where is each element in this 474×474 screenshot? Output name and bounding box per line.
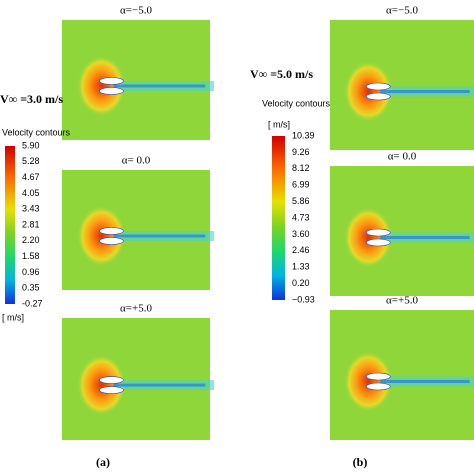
colorbar-tick-label: 3.60 [292, 229, 310, 239]
blade [366, 82, 391, 91]
stagnation-zone [77, 56, 126, 116]
colorbar-tick-label: 8.12 [292, 163, 310, 173]
plot-title: α= 0.0 [122, 155, 151, 167]
stagnation-zone [344, 351, 393, 412]
panel-label: (a) [96, 455, 110, 469]
colorbar-tick-label: 5.86 [292, 196, 310, 206]
plot-title: α=−5.0 [386, 5, 418, 17]
colorbar-title: Velocity contours [262, 98, 331, 108]
wake-core [113, 383, 206, 387]
stagnation-zone [344, 61, 393, 122]
blade [99, 227, 124, 235]
wake-core [380, 236, 470, 239]
blade [366, 92, 391, 101]
colorbar-tick-label: -0.27 [22, 298, 43, 308]
colorbar-tick-label: 9.26 [292, 147, 310, 157]
colorbar-tick-label: 1.58 [22, 251, 40, 261]
colorbar-tick-label: 6.99 [292, 180, 310, 190]
colorbar-tick-label: 1.33 [292, 262, 310, 272]
freestream-velocity: V∞ =5.0 m/s [250, 67, 313, 81]
colorbar-tick-label: 4.73 [292, 212, 310, 222]
stagnation-zone [77, 355, 126, 416]
colorbar-tick-label: 2.81 [22, 219, 40, 229]
stagnation-zone [77, 206, 126, 266]
colorbar-unit: [ m/s] [2, 312, 24, 322]
colorbar-tick-label: 5.90 [22, 140, 40, 150]
plot-title: α= 0.0 [388, 151, 417, 163]
colorbar [272, 136, 285, 300]
colorbar-tick-label: −0.93 [292, 294, 315, 304]
colorbar-unit: [ m/s] [268, 119, 290, 129]
freestream-velocity: V∞ =3.0 m/s [0, 92, 63, 106]
plot-title: α=−5.0 [120, 5, 152, 17]
wake-core [380, 90, 470, 93]
colorbar-tick-label: 0.96 [22, 267, 40, 277]
colorbar-tick-label: 4.05 [22, 188, 40, 198]
blade [99, 237, 124, 245]
stagnation-zone [344, 207, 393, 268]
wake-core [113, 234, 206, 238]
colorbar-tick-label: 3.43 [22, 204, 40, 214]
wake-core [380, 380, 470, 383]
colorbar-tick-label: 0.35 [22, 283, 40, 293]
panel-label: (b) [353, 455, 368, 469]
colorbar-tick-label: 2.46 [292, 245, 310, 255]
blade [99, 386, 124, 394]
plot-title: α=+5.0 [386, 295, 418, 307]
colorbar-tick-label: 10.39 [292, 130, 315, 140]
wake-core [113, 84, 206, 88]
blade [366, 372, 391, 381]
plot-title: α=+5.0 [120, 303, 152, 315]
blade [366, 382, 391, 391]
colorbar-tick-label: 5.28 [22, 156, 40, 166]
blade [99, 77, 124, 85]
colorbar-title: Velocity contours [2, 127, 71, 137]
colorbar-tick-label: 2.20 [22, 235, 40, 245]
colorbar [5, 146, 15, 304]
blade [99, 87, 124, 95]
colorbar-tick-label: 0.20 [292, 278, 310, 288]
blade [99, 376, 124, 384]
blade [366, 238, 391, 247]
blade [366, 228, 391, 237]
colorbar-tick-label: 4.67 [22, 172, 40, 182]
